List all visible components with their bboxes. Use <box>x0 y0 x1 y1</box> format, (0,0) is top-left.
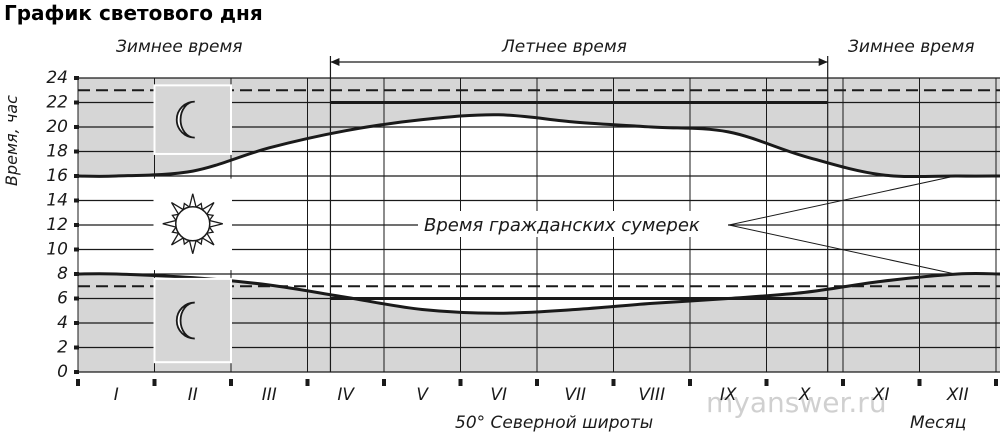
period-label-summer: Летнее время <box>501 37 627 57</box>
x-tick-mark <box>305 379 310 386</box>
x-tick-label: VIII <box>638 385 665 405</box>
y-tick-mark <box>74 76 79 80</box>
x-tick-label: XI <box>872 385 890 405</box>
x-axis-label: 50° Северной широты <box>455 413 653 433</box>
y-tick-mark <box>74 100 79 105</box>
x-tick-mark <box>994 379 998 386</box>
moon-panel-bottom <box>153 277 232 364</box>
y-tick-label: 16 <box>46 166 68 186</box>
arrow-head-left <box>330 58 340 66</box>
y-tick-label: 4 <box>57 313 68 333</box>
y-tick-label: 20 <box>46 117 68 137</box>
x-tick-mark <box>764 379 769 386</box>
sun-icon-disc <box>175 206 211 242</box>
moon-panel-top <box>153 84 232 155</box>
x-axis-caption: Месяц <box>910 413 966 433</box>
x-tick-label: VII <box>564 385 586 405</box>
x-tick-label: IX <box>720 385 737 405</box>
y-tick-mark <box>74 272 79 276</box>
y-tick-mark <box>74 149 79 154</box>
period-label-winter-right: Зимнее время <box>848 37 975 57</box>
moon-icon <box>175 301 195 340</box>
x-tick-label: XII <box>946 385 969 405</box>
y-tick-mark <box>74 125 79 129</box>
x-tick-mark <box>229 379 233 386</box>
evening-twilight-curve <box>77 113 1000 179</box>
x-tick-label: X <box>798 385 811 405</box>
x-tick-mark <box>76 379 80 386</box>
y-tick-label: 8 <box>57 264 68 284</box>
y-tick-label: 24 <box>46 68 68 88</box>
y-tick-label: 22 <box>46 93 68 113</box>
chart-title: График светового дня <box>4 1 263 25</box>
x-tick-label: IV <box>337 385 355 405</box>
x-tick-label: III <box>262 385 277 405</box>
annotation-background <box>418 211 728 237</box>
x-tick-label: II <box>188 385 198 405</box>
y-tick-mark <box>74 223 79 227</box>
x-tick-mark <box>917 379 922 386</box>
x-tick-mark <box>841 379 845 386</box>
y-tick-mark <box>74 296 79 301</box>
x-tick-label: VI <box>490 385 507 405</box>
y-tick-mark <box>74 321 79 325</box>
period-label-winter-left: Зимнее время <box>116 37 243 57</box>
y-tick-mark <box>74 174 79 178</box>
y-tick-label: 12 <box>46 215 68 235</box>
x-tick-mark <box>382 379 386 386</box>
annotation-pointer-top <box>728 175 956 226</box>
y-tick-label: 14 <box>46 191 68 211</box>
x-tick-label: V <box>416 385 429 405</box>
y-tick-label: 0 <box>57 362 68 382</box>
x-tick-mark <box>152 379 157 386</box>
annotation-label: Время гражданских сумерек <box>424 215 700 236</box>
y-axis-label: Время, час <box>2 95 21 186</box>
y-tick-label: 18 <box>46 142 68 162</box>
x-tick-mark <box>535 379 539 386</box>
y-tick-mark <box>74 345 79 350</box>
y-tick-label: 6 <box>57 289 68 309</box>
y-tick-label: 2 <box>57 338 68 358</box>
x-tick-label: I <box>114 385 119 405</box>
arrow-head-right <box>818 58 828 66</box>
y-tick-label: 10 <box>46 240 68 260</box>
moon-icon <box>175 100 195 139</box>
watermark: myanswer.ru <box>706 386 887 419</box>
annotation-pointer-bottom <box>728 224 956 275</box>
y-tick-mark <box>74 370 79 374</box>
x-tick-mark <box>458 379 463 386</box>
x-tick-mark <box>688 379 692 386</box>
y-tick-mark <box>74 198 79 203</box>
sun-icon <box>162 193 223 254</box>
x-tick-mark <box>611 379 616 386</box>
y-tick-mark <box>74 247 79 252</box>
